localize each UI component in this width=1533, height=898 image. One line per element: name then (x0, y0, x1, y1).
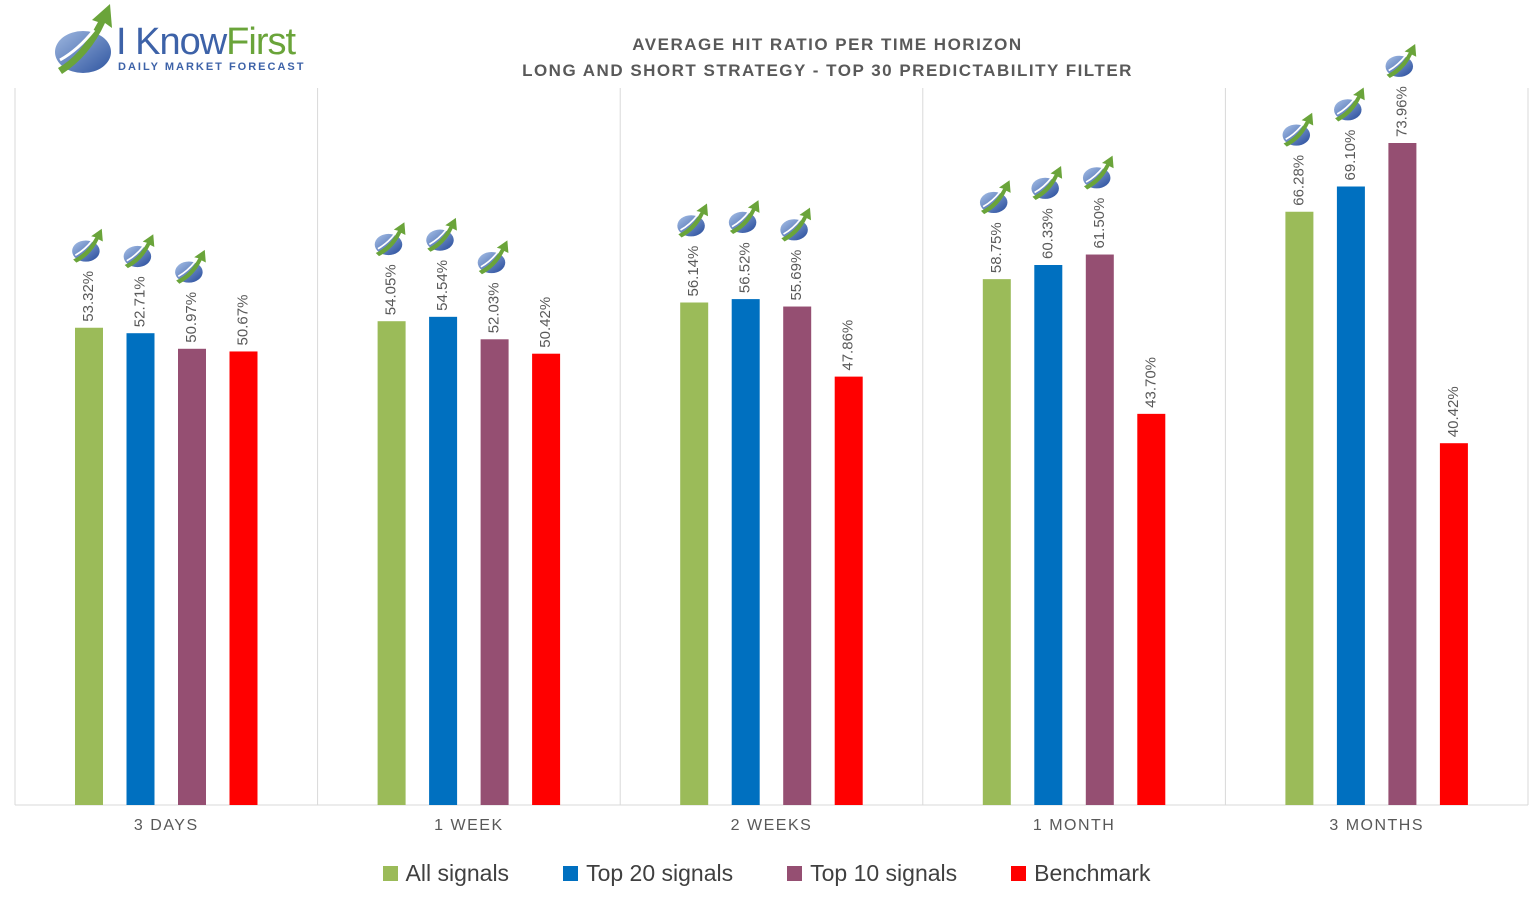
logo-tagline: Daily Market Forecast (118, 61, 306, 73)
ikf-logo-icon (1082, 154, 1115, 191)
data-label: 50.67% (235, 295, 252, 346)
bar-top-20-signals (731, 299, 760, 805)
category-label: 3 MONTHS (1329, 817, 1424, 834)
chart-title: AVERAGE HIT RATIO PER TIME HORIZON (632, 35, 1023, 54)
data-label: 43.70% (1142, 357, 1159, 408)
bar-all-signals (982, 279, 1011, 805)
bar-top-10-signals (1085, 254, 1114, 806)
ikf-logo-icon (779, 206, 812, 243)
ikf-logo-icon (1384, 43, 1418, 79)
ikf-logo-icon (476, 239, 510, 276)
legend-item: Top 10 signals (787, 860, 957, 887)
data-label: 58.75% (988, 222, 1005, 273)
data-label: 56.52% (737, 242, 754, 293)
ikf-logo-icon (425, 217, 458, 253)
data-label: 69.10% (1342, 130, 1359, 181)
data-label: 66.28% (1290, 155, 1307, 206)
bar-benchmark (1137, 413, 1166, 805)
bar-benchmark (834, 376, 863, 805)
bar-top-20-signals (429, 316, 458, 805)
bar-top-10-signals (178, 348, 206, 805)
bar-top-20-signals (1336, 186, 1365, 806)
data-label: 40.42% (1445, 386, 1462, 437)
chart-legend: All signals Top 20 signals Top 10 signals B… (0, 860, 1533, 887)
bar-top-20-signals (1034, 264, 1063, 806)
legend-swatch (787, 866, 803, 881)
category-label: 3 DAYS (134, 817, 199, 834)
ikf-logo-icon (1030, 165, 1063, 201)
bar-benchmark (532, 353, 561, 805)
ikf-logo-icon (71, 227, 104, 264)
ikf-logo-icon (122, 233, 156, 269)
legend-label: All signals (405, 860, 510, 886)
data-label: 54.54% (434, 260, 451, 311)
bar-top-10-signals (480, 339, 509, 805)
bar-all-signals (1285, 211, 1314, 806)
category-label: 2 WEEKS (731, 817, 813, 834)
data-label: 53.32% (80, 271, 97, 322)
logo-swoosh-icon (55, 4, 112, 74)
ikf-logo-icon (979, 179, 1012, 215)
chart-subtitle: LONG AND SHORT STRATEGY - TOP 30 PREDICT… (522, 61, 1133, 80)
bar-all-signals (680, 302, 709, 805)
legend-item: Benchmark (1011, 860, 1150, 887)
bar-top-10-signals (1388, 143, 1417, 805)
data-label: 47.86% (840, 320, 857, 371)
bar-benchmark (1439, 443, 1468, 805)
legend-swatch (563, 866, 579, 881)
ikf-logo-icon (727, 199, 761, 235)
bar-top-10-signals (783, 306, 812, 805)
ikf-logo-icon (1333, 86, 1366, 123)
company-logo: I KnowFirst Daily Market Forecast (50, 0, 320, 86)
data-label: 56.14% (685, 246, 702, 297)
bar-all-signals (75, 327, 103, 805)
data-label: 54.05% (383, 264, 400, 315)
data-label: 52.03% (486, 282, 503, 333)
data-label: 52.71% (132, 276, 149, 327)
legend-swatch (382, 866, 398, 881)
ikf-logo-icon (174, 248, 207, 285)
bar-chart: 53.32% 52.71% 50.97% 50.67% 54.05% 54.54% 52.0… (14, 43, 1529, 834)
logo-wordmark: I KnowFirst (116, 21, 296, 63)
bar-all-signals (377, 321, 406, 805)
legend-label: Top 10 signals (810, 860, 958, 886)
data-label: 60.33% (1039, 208, 1056, 259)
data-label: 55.69% (788, 250, 805, 301)
data-label: 61.50% (1091, 198, 1108, 249)
category-label: 1 WEEK (434, 817, 503, 834)
data-label: 50.97% (183, 292, 200, 343)
data-label: 73.96% (1393, 86, 1410, 137)
legend-label: Benchmark (1034, 860, 1151, 886)
category-label: 1 MONTH (1033, 817, 1116, 834)
ikf-logo-icon (1281, 111, 1315, 148)
legend-swatch (1011, 866, 1027, 881)
bar-benchmark (229, 351, 258, 805)
legend-label: Top 20 signals (586, 860, 734, 886)
data-label: 50.42% (537, 297, 554, 348)
legend-item: Top 20 signals (563, 860, 733, 887)
bar-top-20-signals (126, 333, 155, 805)
ikf-logo-icon (676, 202, 709, 239)
ikf-logo-icon (373, 221, 407, 257)
legend-item: All signals (382, 860, 510, 887)
